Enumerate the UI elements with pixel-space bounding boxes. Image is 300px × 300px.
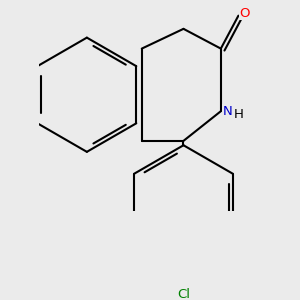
Text: Cl: Cl — [177, 288, 190, 300]
Text: O: O — [240, 7, 250, 20]
Text: N: N — [223, 105, 232, 118]
Text: H: H — [234, 108, 244, 121]
